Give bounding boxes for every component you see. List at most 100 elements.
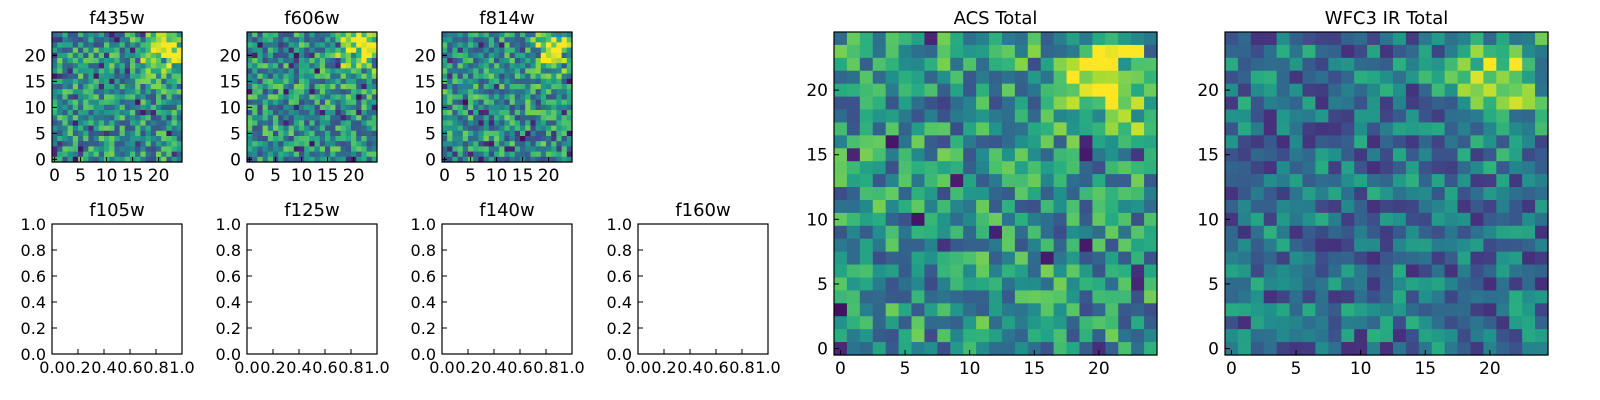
heatmap-cell bbox=[468, 151, 474, 158]
heatmap-cell bbox=[93, 151, 100, 158]
heatmap-cell bbox=[488, 78, 495, 85]
y-tick-label: 5 bbox=[35, 124, 46, 144]
heatmap-cell bbox=[366, 89, 373, 95]
heatmap-cell bbox=[304, 47, 310, 54]
heatmap-cell bbox=[299, 110, 305, 116]
heatmap-cell bbox=[252, 156, 258, 163]
heatmap-cell bbox=[1483, 212, 1497, 227]
heatmap-cell bbox=[1431, 83, 1446, 98]
heatmap-cell bbox=[340, 78, 347, 85]
heatmap-cell bbox=[911, 342, 926, 356]
heatmap-cell bbox=[1276, 238, 1291, 253]
heatmap-cell bbox=[872, 122, 887, 136]
heatmap-cell bbox=[963, 329, 977, 343]
heatmap-cell bbox=[83, 58, 89, 64]
heatmap-cell bbox=[299, 52, 305, 59]
heatmap-cell bbox=[67, 141, 74, 147]
heatmap-cell bbox=[1535, 174, 1549, 188]
heatmap-cell bbox=[371, 146, 378, 153]
heatmap-cell bbox=[1131, 148, 1145, 162]
heatmap-cell bbox=[156, 110, 162, 116]
heatmap-cell bbox=[335, 89, 342, 95]
heatmap-cell bbox=[335, 78, 342, 85]
heatmap-cell bbox=[1341, 264, 1355, 279]
heatmap-cell bbox=[478, 63, 485, 69]
heatmap-cell bbox=[176, 94, 183, 101]
heatmap-cell bbox=[885, 225, 900, 240]
heatmap-cell bbox=[556, 89, 563, 95]
heatmap-cell bbox=[109, 42, 115, 49]
heatmap-cell bbox=[540, 120, 547, 127]
heatmap-cell bbox=[525, 47, 531, 54]
heatmap-cell bbox=[361, 37, 368, 43]
heatmap-cell bbox=[283, 32, 290, 38]
heatmap-cell bbox=[351, 42, 357, 49]
heatmap-cell bbox=[535, 125, 542, 132]
heatmap-cell bbox=[1263, 122, 1278, 136]
heatmap-cell bbox=[468, 63, 474, 69]
heatmap-cell bbox=[356, 78, 362, 85]
heatmap-cell bbox=[293, 110, 300, 116]
heatmap-cell bbox=[540, 136, 547, 142]
heatmap-cell bbox=[1144, 174, 1158, 188]
heatmap-cell bbox=[1328, 109, 1342, 124]
heatmap-cell bbox=[478, 37, 485, 43]
heatmap-cell bbox=[135, 156, 141, 163]
heatmap-cell bbox=[499, 73, 505, 80]
heatmap-cell bbox=[273, 115, 279, 121]
heatmap-cell bbox=[1053, 96, 1068, 111]
heatmap-cell bbox=[1457, 109, 1472, 124]
heatmap-cell bbox=[494, 136, 500, 142]
heatmap-cell bbox=[1418, 83, 1433, 98]
heatmap-cell bbox=[78, 78, 84, 85]
heatmap-cell bbox=[62, 84, 69, 90]
heatmap-cell bbox=[304, 156, 310, 163]
heatmap-cell bbox=[366, 141, 373, 147]
heatmap-cell bbox=[325, 89, 331, 95]
heatmap-cell bbox=[468, 58, 474, 64]
heatmap-cell bbox=[1457, 225, 1472, 240]
heatmap-cell bbox=[1237, 161, 1252, 175]
heatmap-cell bbox=[963, 174, 977, 188]
heatmap-cell bbox=[1444, 148, 1459, 162]
heatmap-cell bbox=[83, 73, 89, 80]
heatmap-cell bbox=[119, 68, 126, 75]
heatmap-cell bbox=[937, 174, 951, 188]
heatmap-cell bbox=[1354, 161, 1368, 175]
heatmap-cell bbox=[114, 78, 121, 85]
heatmap-cell bbox=[171, 84, 178, 90]
heatmap-cell bbox=[540, 99, 547, 106]
heatmap-cell bbox=[93, 136, 100, 142]
heatmap-cell bbox=[911, 251, 926, 266]
heatmap-cell bbox=[299, 37, 305, 43]
heatmap-cell bbox=[478, 42, 485, 49]
heatmap-cell bbox=[361, 89, 368, 95]
heatmap-cell bbox=[1418, 174, 1433, 188]
heatmap-cell bbox=[859, 303, 874, 317]
heatmap-cell bbox=[976, 96, 990, 111]
heatmap-cell bbox=[540, 63, 547, 69]
heatmap-cell bbox=[356, 42, 362, 49]
heatmap-cell bbox=[330, 120, 336, 127]
heatmap-cell bbox=[371, 115, 378, 121]
heatmap-cell bbox=[911, 212, 926, 227]
heatmap-cell bbox=[473, 84, 479, 90]
heatmap-cell bbox=[156, 32, 162, 38]
heatmap-cell bbox=[252, 84, 258, 90]
heatmap-cell bbox=[509, 99, 516, 106]
heatmap-cell bbox=[1418, 109, 1433, 124]
heatmap-cell bbox=[1237, 32, 1252, 46]
heatmap-cell bbox=[171, 94, 178, 101]
heatmap-cell bbox=[834, 212, 848, 227]
heatmap-cell bbox=[1315, 277, 1329, 291]
heatmap-cell bbox=[52, 68, 58, 75]
heatmap-cell bbox=[452, 156, 459, 163]
heatmap-cell bbox=[924, 122, 938, 136]
heatmap-cell bbox=[1237, 83, 1252, 98]
heatmap-cell bbox=[335, 32, 342, 38]
heatmap-cell bbox=[1535, 148, 1549, 162]
heatmap-cell bbox=[67, 130, 74, 137]
heatmap-cell bbox=[872, 316, 887, 330]
heatmap-cell bbox=[78, 94, 84, 101]
heatmap-cell bbox=[1302, 199, 1317, 214]
